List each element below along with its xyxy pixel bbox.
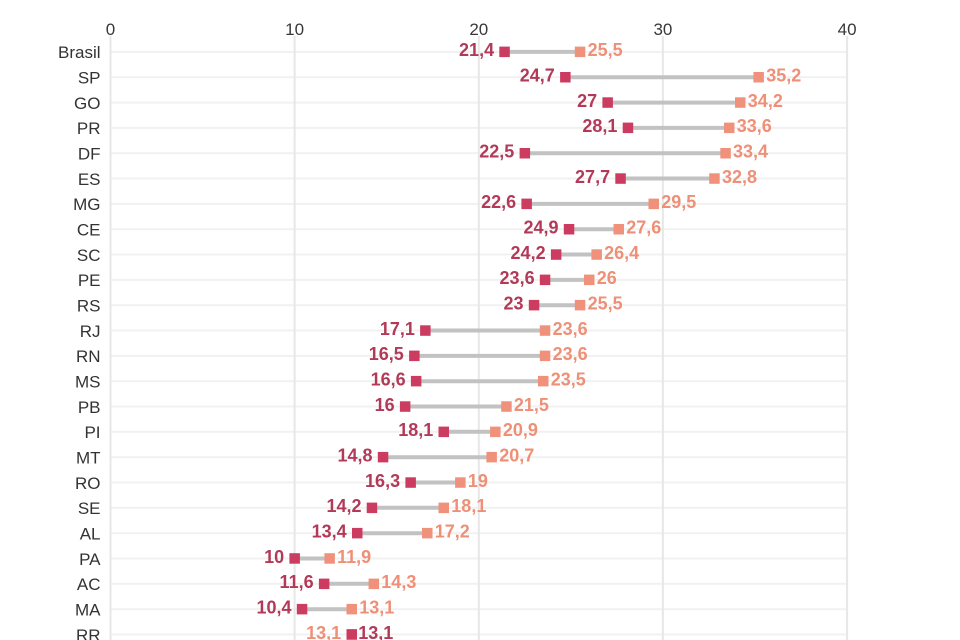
svg-text:10: 10: [264, 547, 284, 567]
svg-text:14,3: 14,3: [381, 572, 416, 592]
svg-text:SP: SP: [78, 68, 101, 87]
svg-text:21,4: 21,4: [459, 40, 494, 60]
svg-text:RN: RN: [76, 347, 101, 366]
svg-text:25,5: 25,5: [588, 40, 623, 60]
svg-text:AL: AL: [80, 524, 101, 543]
svg-text:24,9: 24,9: [523, 218, 558, 238]
svg-text:10,4: 10,4: [256, 598, 291, 618]
svg-text:MT: MT: [76, 448, 101, 467]
svg-text:RR: RR: [76, 626, 101, 640]
svg-text:22,6: 22,6: [481, 192, 516, 212]
svg-text:33,4: 33,4: [733, 142, 768, 162]
svg-text:26,4: 26,4: [604, 243, 639, 263]
svg-text:13,4: 13,4: [312, 522, 347, 542]
svg-text:16,5: 16,5: [369, 344, 404, 364]
svg-text:14,8: 14,8: [337, 446, 372, 466]
svg-text:0: 0: [106, 20, 115, 39]
svg-text:MG: MG: [73, 195, 100, 214]
svg-text:RS: RS: [77, 296, 101, 315]
svg-text:32,8: 32,8: [722, 167, 757, 187]
svg-text:PI: PI: [84, 423, 100, 442]
svg-text:13,1: 13,1: [306, 623, 341, 640]
svg-text:RJ: RJ: [80, 322, 101, 341]
svg-text:13,1: 13,1: [359, 598, 394, 618]
svg-text:21,5: 21,5: [514, 395, 549, 415]
svg-text:ES: ES: [78, 170, 101, 189]
svg-text:27,7: 27,7: [575, 167, 610, 187]
svg-text:40: 40: [838, 20, 857, 39]
svg-text:30: 30: [653, 20, 672, 39]
svg-text:PR: PR: [77, 119, 101, 138]
svg-text:16,6: 16,6: [371, 370, 406, 390]
svg-text:11,6: 11,6: [280, 572, 314, 592]
svg-text:14,2: 14,2: [326, 496, 361, 516]
svg-text:20: 20: [469, 20, 488, 39]
svg-text:20,7: 20,7: [499, 446, 534, 466]
svg-text:26: 26: [597, 268, 617, 288]
svg-text:28,1: 28,1: [582, 116, 617, 136]
svg-text:GO: GO: [74, 94, 100, 113]
svg-text:PA: PA: [79, 550, 101, 569]
svg-text:25,5: 25,5: [588, 294, 623, 314]
svg-text:MA: MA: [75, 600, 101, 619]
svg-text:24,7: 24,7: [520, 66, 555, 86]
svg-text:23,6: 23,6: [553, 319, 588, 339]
svg-text:18,1: 18,1: [451, 496, 486, 516]
svg-text:13,1: 13,1: [358, 623, 393, 640]
svg-text:22,5: 22,5: [479, 142, 514, 162]
svg-text:10: 10: [285, 20, 304, 39]
svg-text:27: 27: [577, 91, 597, 111]
svg-text:23,5: 23,5: [551, 370, 586, 390]
svg-text:35,2: 35,2: [766, 66, 801, 86]
svg-text:34,2: 34,2: [748, 91, 783, 111]
svg-text:Brasil: Brasil: [58, 43, 101, 62]
svg-text:24,2: 24,2: [511, 243, 546, 263]
svg-text:MS: MS: [75, 372, 101, 391]
svg-text:PE: PE: [78, 271, 101, 290]
svg-text:CE: CE: [77, 220, 101, 239]
svg-text:DF: DF: [78, 144, 101, 163]
svg-text:SE: SE: [78, 499, 101, 518]
svg-text:16,3: 16,3: [365, 471, 400, 491]
svg-text:23,6: 23,6: [553, 344, 588, 364]
svg-text:AC: AC: [77, 575, 101, 594]
svg-text:SC: SC: [77, 246, 101, 265]
svg-text:29,5: 29,5: [661, 192, 696, 212]
svg-text:PB: PB: [78, 398, 101, 417]
svg-text:23: 23: [503, 294, 523, 314]
svg-text:17,2: 17,2: [435, 522, 470, 542]
svg-text:33,6: 33,6: [737, 116, 772, 136]
svg-text:20,9: 20,9: [503, 420, 538, 440]
svg-text:19: 19: [468, 471, 488, 491]
svg-text:RO: RO: [75, 474, 101, 493]
svg-text:18,1: 18,1: [398, 420, 433, 440]
svg-text:23,6: 23,6: [500, 268, 535, 288]
svg-text:17,1: 17,1: [380, 319, 415, 339]
svg-text:27,6: 27,6: [626, 218, 661, 238]
svg-text:16: 16: [375, 395, 395, 415]
svg-text:11,9: 11,9: [337, 547, 371, 567]
